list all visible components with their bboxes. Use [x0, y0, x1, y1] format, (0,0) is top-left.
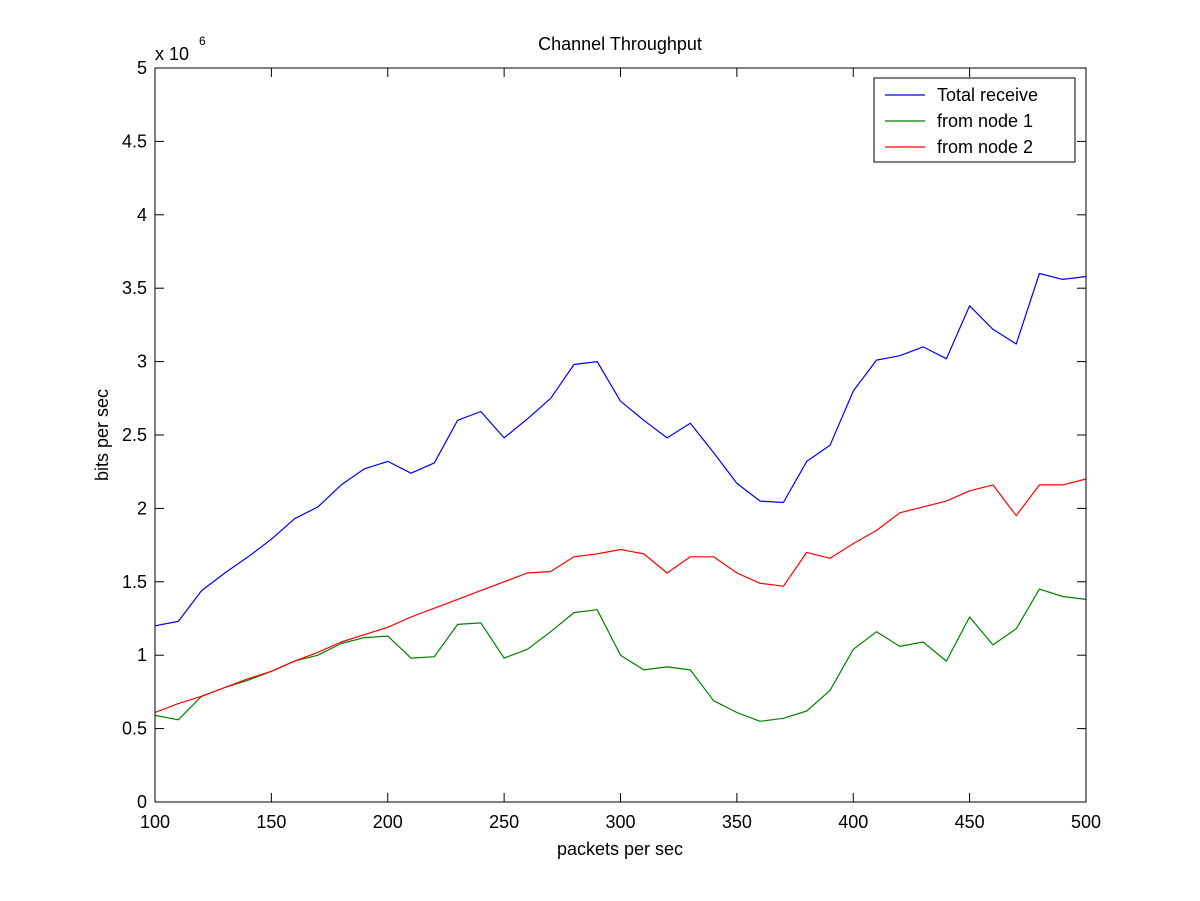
series-line-2 [154, 588, 1087, 722]
y-tick-label: 3 [137, 352, 147, 372]
y-exponent-base: x 10 [155, 44, 189, 64]
y-tick-label: 4 [137, 205, 147, 225]
y-tick-label: 0.5 [122, 719, 147, 739]
y-exponent-power: 6 [199, 34, 206, 48]
legend-box [873, 77, 1076, 163]
y-tick-label: 4.5 [122, 131, 147, 151]
y-tick-label: 0 [137, 792, 147, 812]
x-tick-label: 500 [1071, 812, 1101, 832]
chart-title: Channel Throughput [538, 34, 702, 54]
y-tick-label: 2 [137, 498, 147, 518]
legend-label-3: from node 2 [937, 137, 1033, 157]
series-layer [154, 272, 1087, 722]
series-line-3 [154, 478, 1087, 714]
y-exponent-label: x 10 6 [155, 34, 206, 64]
x-axis-label: packets per sec [557, 839, 683, 859]
x-tick-label: 300 [605, 812, 635, 832]
x-tick-label: 400 [838, 812, 868, 832]
series-line-1 [154, 272, 1087, 627]
x-tick-label: 250 [489, 812, 519, 832]
x-tick-label: 200 [373, 812, 403, 832]
y-tick-label: 3.5 [122, 278, 147, 298]
x-tick-label: 100 [140, 812, 170, 832]
y-axis-label: bits per sec [92, 389, 112, 481]
y-axis-ticks: 0 0.5 1 1.5 2 2.5 3 3.5 4 4.5 5 [122, 58, 1086, 812]
x-tick-label: 450 [955, 812, 985, 832]
x-tick-label: 150 [256, 812, 286, 832]
legend-label-2: from node 1 [937, 111, 1033, 131]
legend: Total receive from node 1 from node 2 [873, 77, 1076, 163]
y-tick-label: 2.5 [122, 425, 147, 445]
y-tick-label: 1 [137, 645, 147, 665]
legend-label-1: Total receive [937, 85, 1038, 105]
x-tick-label: 350 [722, 812, 752, 832]
x-axis-ticks: 100 150 200 250 300 350 400 450 500 [140, 68, 1101, 832]
legend-entries: Total receive from node 1 from node 2 [885, 85, 1038, 157]
y-tick-label: 5 [137, 58, 147, 78]
y-tick-label: 1.5 [122, 572, 147, 592]
